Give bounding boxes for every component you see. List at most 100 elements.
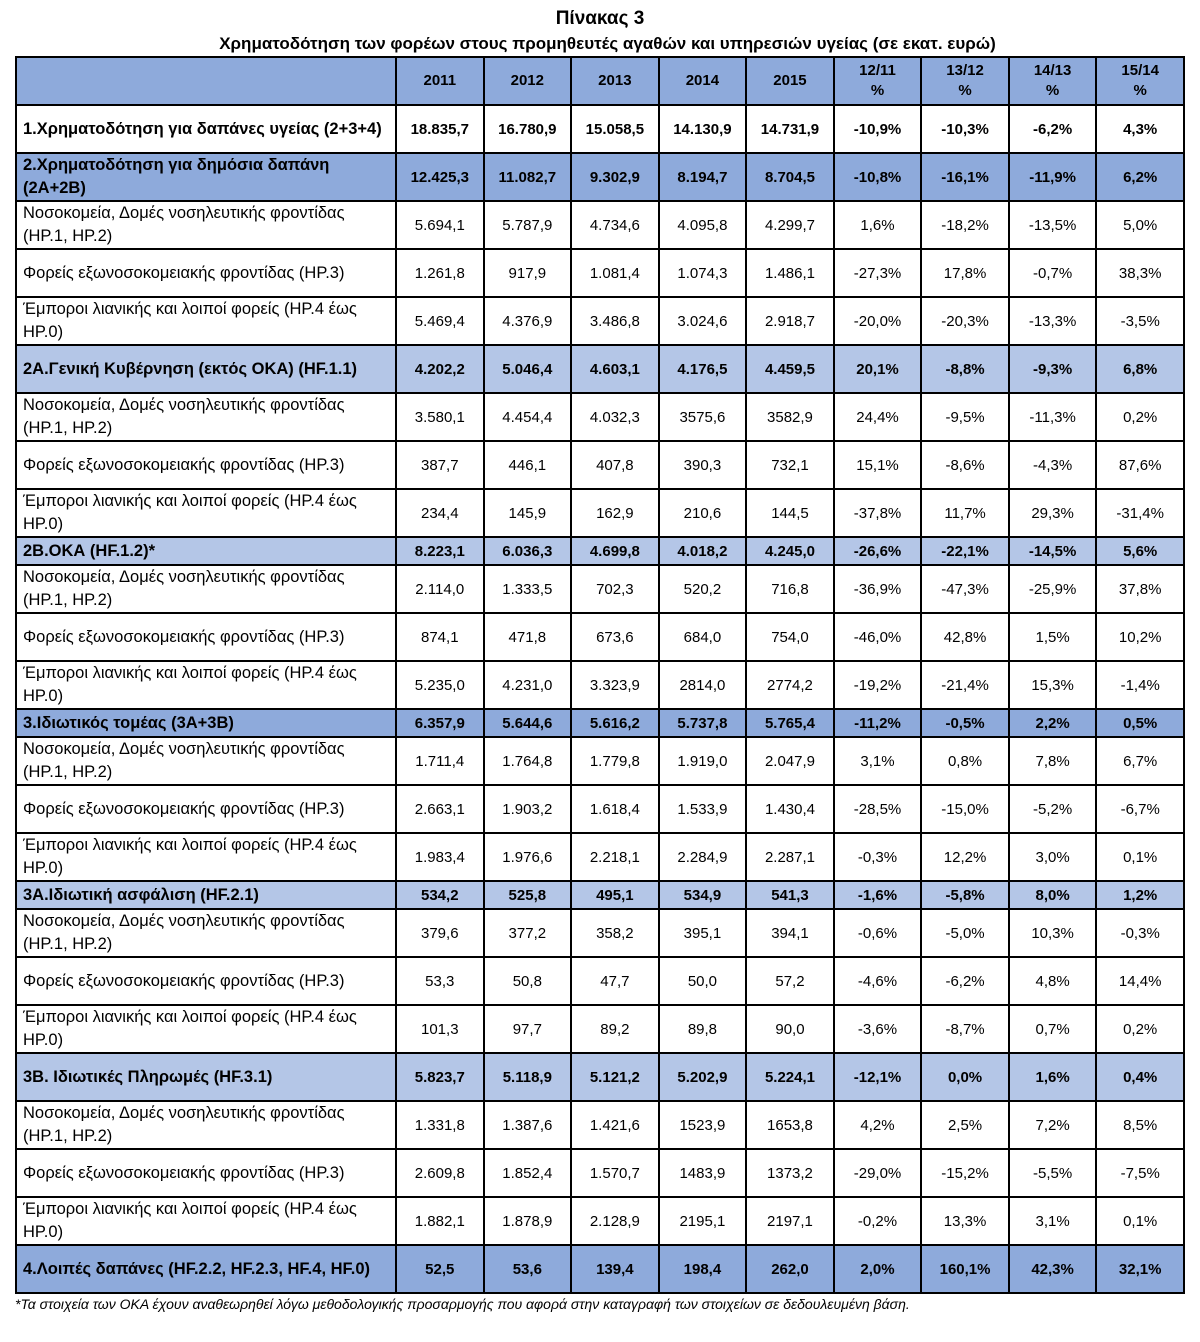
cell-value: 32,1% bbox=[1095, 1244, 1185, 1294]
table-row: 2Α.Γενική Κυβέρνηση (εκτός ΟΚΑ) (HF.1.1)… bbox=[15, 344, 1185, 394]
cell-value: 0,8% bbox=[920, 736, 1010, 786]
cell-value: 1.983,4 bbox=[395, 832, 485, 882]
cell-value: 15,3% bbox=[1007, 660, 1098, 710]
cell-value: 534,2 bbox=[395, 880, 485, 910]
cell-value: -20,3% bbox=[920, 296, 1010, 346]
cell-value: 2774,2 bbox=[745, 660, 835, 710]
cell-value: 3.580,1 bbox=[395, 392, 485, 442]
cell-value: -3,5% bbox=[1095, 296, 1185, 346]
cell-value: 4,2% bbox=[832, 1100, 923, 1150]
cell-value: -37,8% bbox=[832, 488, 923, 538]
cell-value: 1.333,5 bbox=[482, 564, 573, 614]
cell-value: 1.711,4 bbox=[395, 736, 485, 786]
cell-value: 1,6% bbox=[1007, 1052, 1098, 1102]
cell-value: -25,9% bbox=[1007, 564, 1098, 614]
cell-value: 10,3% bbox=[1007, 908, 1098, 958]
row-label: Έμποροι λιανικής και λοιποί φορείς (ΗΡ.4… bbox=[15, 1196, 397, 1246]
cell-value: 3582,9 bbox=[745, 392, 835, 442]
cell-value: 2.128,9 bbox=[570, 1196, 660, 1246]
cell-value: 2197,1 bbox=[745, 1196, 835, 1246]
cell-value: 139,4 bbox=[570, 1244, 660, 1294]
cell-value: 0,5% bbox=[1095, 708, 1185, 738]
cell-value: -13,3% bbox=[1007, 296, 1098, 346]
cell-value: 673,6 bbox=[570, 612, 660, 662]
row-label: Φορείς εξωνοσοκομειακής φροντίδας (ΗΡ.3) bbox=[15, 784, 397, 834]
cell-value: -4,6% bbox=[832, 956, 923, 1006]
cell-value: 5.787,9 bbox=[482, 200, 573, 250]
cell-value: 8.223,1 bbox=[395, 536, 485, 566]
cell-value: -31,4% bbox=[1095, 488, 1185, 538]
cell-value: 2.218,1 bbox=[570, 832, 660, 882]
cell-value: 1.533,9 bbox=[657, 784, 748, 834]
row-label: Φορείς εξωνοσοκομειακής φροντίδας (ΗΡ.3) bbox=[15, 956, 397, 1006]
cell-value: -1,6% bbox=[832, 880, 923, 910]
cell-value: 57,2 bbox=[745, 956, 835, 1006]
cell-value: 525,8 bbox=[482, 880, 573, 910]
row-label: 3.Ιδιωτικός τομέας (3Α+3Β) bbox=[15, 708, 397, 738]
cell-value: 87,6% bbox=[1095, 440, 1185, 490]
cell-value: 874,1 bbox=[395, 612, 485, 662]
cell-value: 12.425,3 bbox=[395, 152, 485, 202]
cell-value: 5.118,9 bbox=[482, 1052, 573, 1102]
row-label: Φορείς εξωνοσοκομειακής φροντίδας (ΗΡ.3) bbox=[15, 440, 397, 490]
cell-value: 534,9 bbox=[657, 880, 748, 910]
row-label: Έμποροι λιανικής και λοιποί φορείς (ΗΡ.4… bbox=[15, 832, 397, 882]
cell-value: 6,8% bbox=[1095, 344, 1185, 394]
cell-value: 4.459,5 bbox=[745, 344, 835, 394]
cell-value: 520,2 bbox=[657, 564, 748, 614]
cell-value: -5,0% bbox=[920, 908, 1010, 958]
cell-value: 407,8 bbox=[570, 440, 660, 490]
cell-value: 1.421,6 bbox=[570, 1100, 660, 1150]
cell-value: -11,9% bbox=[1007, 152, 1098, 202]
cell-value: 358,2 bbox=[570, 908, 660, 958]
cell-value: 0,0% bbox=[920, 1052, 1010, 1102]
cell-value: 4,3% bbox=[1095, 104, 1185, 154]
column-header: 2012 bbox=[482, 56, 573, 106]
table-row: Φορείς εξωνοσοκομειακής φροντίδας (ΗΡ.3)… bbox=[15, 248, 1185, 298]
cell-value: 1,5% bbox=[1007, 612, 1098, 662]
cell-value: 2195,1 bbox=[657, 1196, 748, 1246]
cell-value: 13,3% bbox=[920, 1196, 1010, 1246]
cell-value: 1.903,2 bbox=[482, 784, 573, 834]
header-row: 2011 2012 2013 2014 2015 12/11 % 13/12 % 14/13 … bbox=[15, 56, 1185, 106]
cell-value: 1.570,7 bbox=[570, 1148, 660, 1198]
cell-value: -5,5% bbox=[1007, 1148, 1098, 1198]
cell-value: 50,8 bbox=[482, 956, 573, 1006]
cell-value: 6.357,9 bbox=[395, 708, 485, 738]
row-label: Φορείς εξωνοσοκομειακής φροντίδας (ΗΡ.3) bbox=[15, 1148, 397, 1198]
cell-value: -11,2% bbox=[832, 708, 923, 738]
cell-value: -11,3% bbox=[1007, 392, 1098, 442]
cell-value: 17,8% bbox=[920, 248, 1010, 298]
row-label: 3Β. Ιδιωτικές Πληρωμές (HF.3.1) bbox=[15, 1052, 397, 1102]
header-cell bbox=[15, 56, 397, 106]
row-label: Έμποροι λιανικής και λοιποί φορείς (ΗΡ.4… bbox=[15, 488, 397, 538]
cell-value: -9,3% bbox=[1007, 344, 1098, 394]
table-row: Φορείς εξωνοσοκομειακής φροντίδας (ΗΡ.3)… bbox=[15, 956, 1185, 1006]
cell-value: 4.231,0 bbox=[482, 660, 573, 710]
column-header: 12/11 % bbox=[832, 56, 923, 106]
cell-value: 387,7 bbox=[395, 440, 485, 490]
table-row: Έμποροι λιανικής και λοιποί φορείς (ΗΡ.4… bbox=[15, 660, 1185, 710]
cell-value: 4.202,2 bbox=[395, 344, 485, 394]
cell-value: -15,0% bbox=[920, 784, 1010, 834]
cell-value: 3,1% bbox=[1007, 1196, 1098, 1246]
row-label: 2Β.ΟΚΑ (HF.1.2)* bbox=[15, 536, 397, 566]
cell-value: 262,0 bbox=[745, 1244, 835, 1294]
cell-value: 18.835,7 bbox=[395, 104, 485, 154]
cell-value: 4.299,7 bbox=[745, 200, 835, 250]
table-row: Φορείς εξωνοσοκομειακής φροντίδας (ΗΡ.3)… bbox=[15, 612, 1185, 662]
cell-value: 8.704,5 bbox=[745, 152, 835, 202]
cell-value: -6,7% bbox=[1095, 784, 1185, 834]
cell-value: 1.486,1 bbox=[745, 248, 835, 298]
column-header: 14/13 % bbox=[1007, 56, 1098, 106]
cell-value: -36,9% bbox=[832, 564, 923, 614]
cell-value: 1.430,4 bbox=[745, 784, 835, 834]
cell-value: 89,2 bbox=[570, 1004, 660, 1054]
row-label: 4.Λοιπές δαπάνες (HF.2.2, HF.2.3, HF.4, … bbox=[15, 1244, 397, 1294]
cell-value: 4.699,8 bbox=[570, 536, 660, 566]
cell-value: 42,8% bbox=[920, 612, 1010, 662]
cell-value: 97,7 bbox=[482, 1004, 573, 1054]
cell-value: 38,3% bbox=[1095, 248, 1185, 298]
cell-value: -0,3% bbox=[1095, 908, 1185, 958]
cell-value: 4.734,6 bbox=[570, 200, 660, 250]
